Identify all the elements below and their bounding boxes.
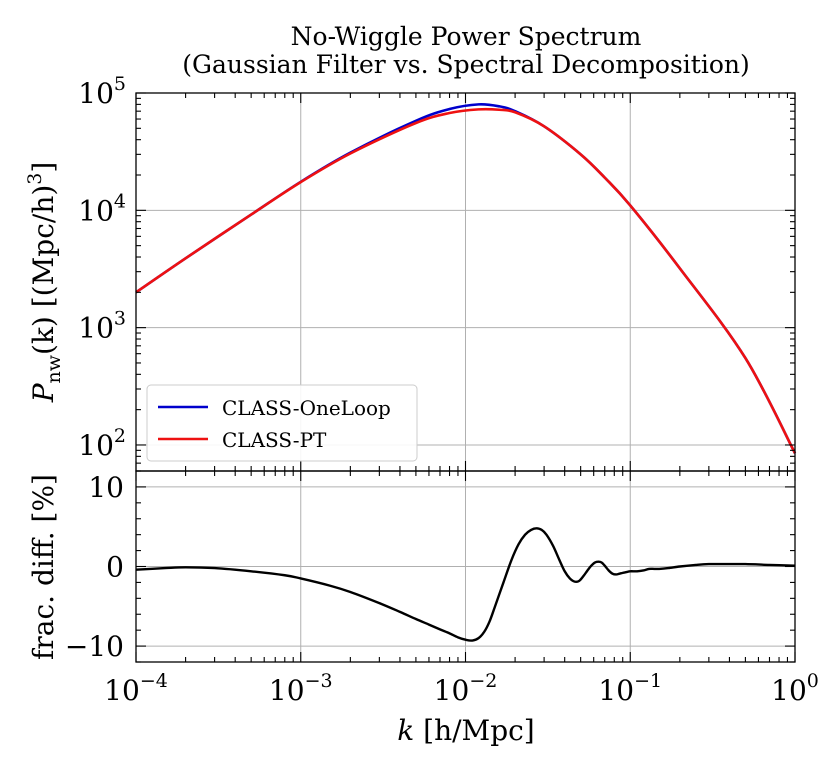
x-tick-label: 10−2 [434,670,498,707]
chart-title-line-1: No-Wiggle Power Spectrum [291,22,642,51]
series-line-class-pt [135,107,797,454]
top-y-tick-label: 103 [78,308,126,345]
bottom-y-axis-label: frac. diff. [%] [27,474,60,660]
bottom-panel-series [135,527,796,642]
top-y-axis-label: Pnw(k) [(Mpc/h)3] [24,162,65,404]
top-y-tick-label: 105 [78,73,126,110]
x-tick-label: 10−3 [269,670,333,707]
legend-label-class-pt: CLASS-PT [222,428,327,452]
legend: CLASS-OneLoop CLASS-PT [146,384,418,462]
fractional-difference-line [135,527,796,642]
bottom-y-tick-label: −10 [65,630,124,663]
x-tick-label: 100 [771,670,819,707]
top-y-tick-label: 102 [78,425,126,462]
bottom-y-tick-label: 0 [106,551,124,584]
tick-labels: 10−4 10−3 10−2 10−1 100 102 103 104 105 −10 0 10 [65,73,819,707]
x-axis-label: k [h/Mpc] [397,714,534,747]
axis-ticks [135,92,796,663]
top-y-tick-label: 104 [78,190,126,227]
legend-label-class-oneloop: CLASS-OneLoop [222,396,391,420]
bottom-panel-frame [135,470,796,663]
bottom-y-tick-label: 10 [88,471,124,504]
x-tick-label: 10−4 [104,670,168,707]
bottom-panel-grid [136,471,795,662]
x-tick-label: 10−1 [598,670,662,707]
legend-box [146,384,418,462]
top-panel-series [135,102,797,454]
chart-title-line-2: (Gaussian Filter vs. Spectral Decomposit… [182,50,749,79]
